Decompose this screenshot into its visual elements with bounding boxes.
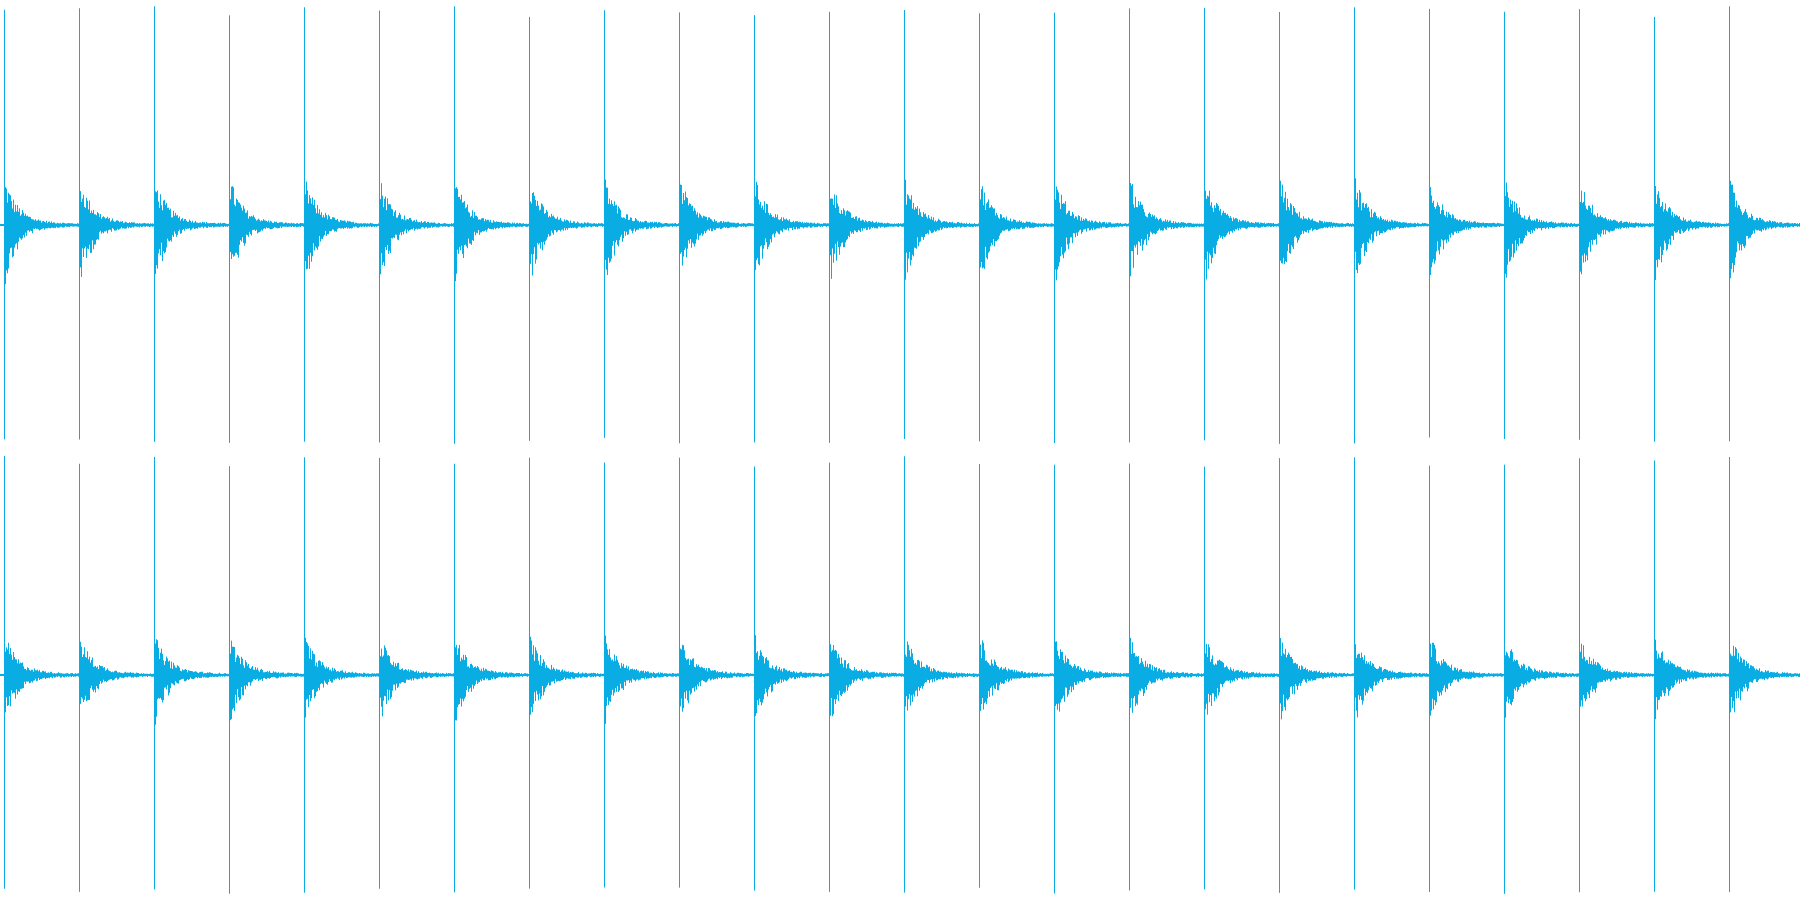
waveform-view xyxy=(0,6,1800,894)
page: (() => { const data = JSON.parse(documen… xyxy=(0,6,1800,894)
